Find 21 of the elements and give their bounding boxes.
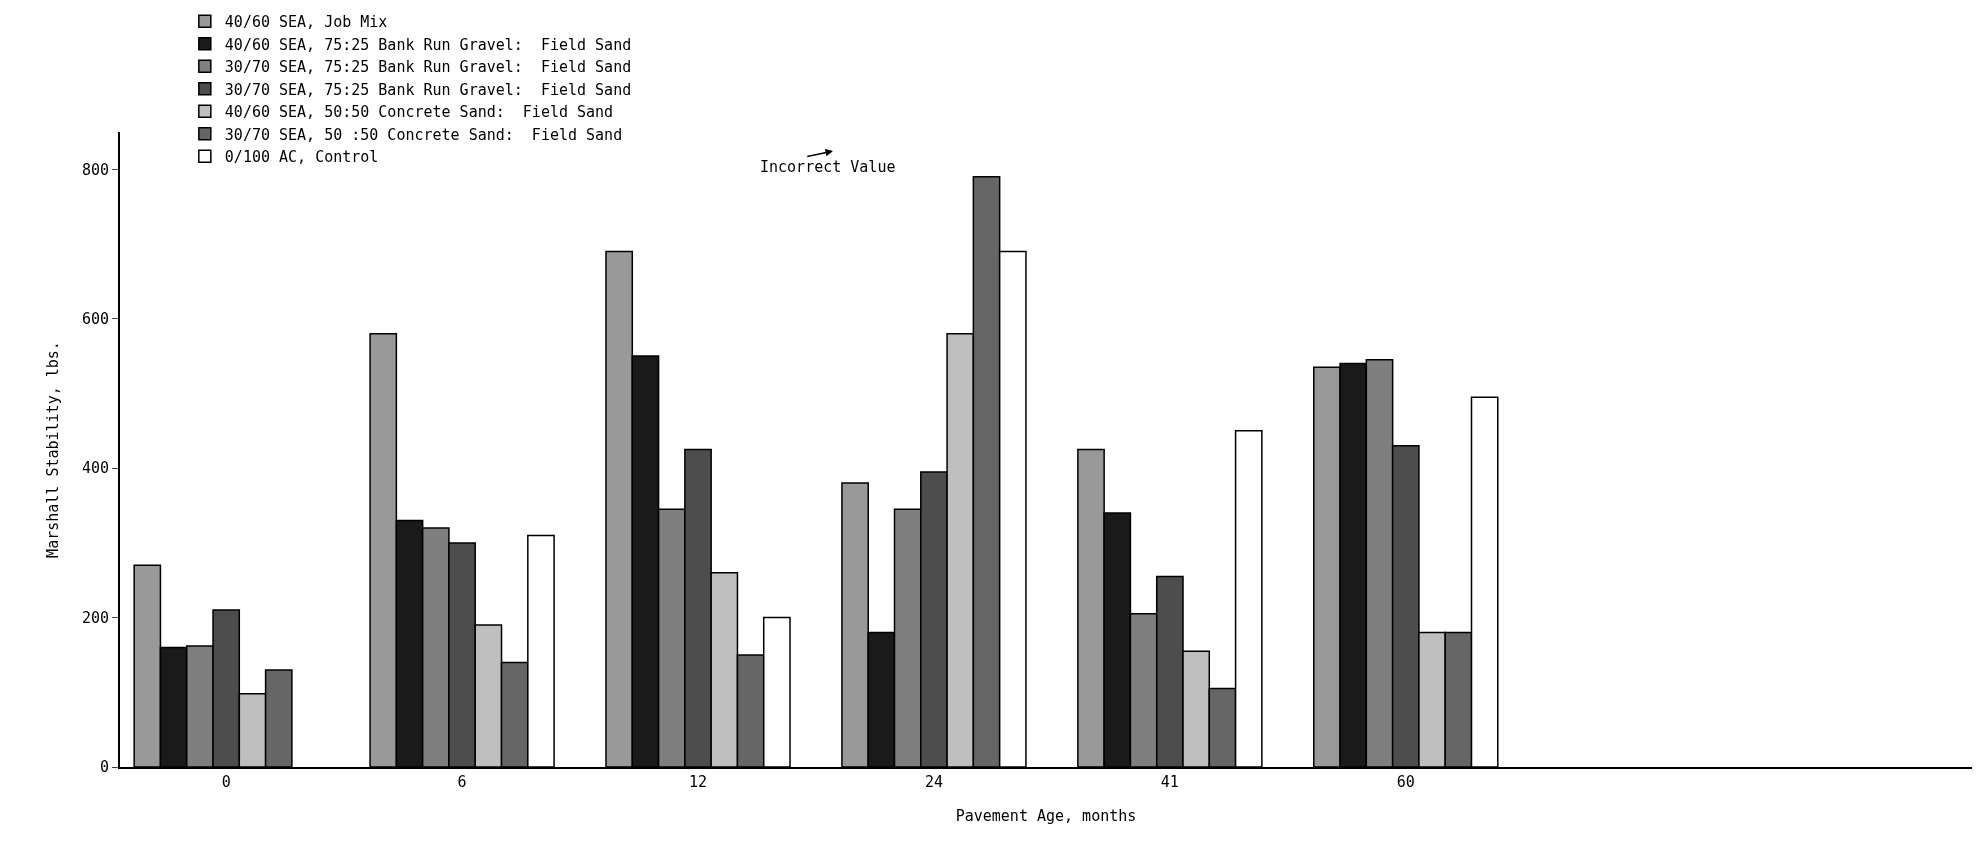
y-tick-label: 800: [81, 160, 109, 179]
y-tick-label: 400: [81, 459, 109, 478]
y-tick-label: 600: [81, 310, 109, 329]
y-tick-label: 0: [99, 758, 109, 777]
legend-label: 30/70 SEA, 75:25 Bank Run Gravel: Field Sand: [224, 58, 632, 77]
annotation: Incorrect Value: [760, 158, 896, 176]
legend-label: 40/60 SEA, 75:25 Bank Run Gravel: Field Sand: [224, 35, 632, 54]
legend-label: 0/100 AC, Control: [224, 148, 379, 167]
x-tick-label: 41: [1160, 773, 1179, 791]
x-tick-label: 0: [221, 773, 231, 791]
legend-label: 40/60 SEA, 50:50 Concrete Sand: Field Sand: [224, 103, 614, 122]
legend-label: 30/70 SEA, 75:25 Bank Run Gravel: Field Sand: [224, 80, 632, 99]
x-tick-label: 60: [1396, 773, 1415, 791]
x-tick-label: 24: [924, 773, 943, 791]
y-axis-title: Marshall Stability, lbs.: [43, 341, 62, 558]
x-tick-label: 6: [457, 773, 467, 791]
legend-label: 40/60 SEA, Job Mix: [224, 13, 388, 32]
x-tick-label: 12: [688, 773, 708, 791]
x-axis-title: Pavement Age, months: [955, 806, 1137, 825]
legend-label: 30/70 SEA, 50 :50 Concrete Sand: Field Sand: [224, 125, 623, 144]
y-tick-label: 200: [81, 608, 109, 627]
